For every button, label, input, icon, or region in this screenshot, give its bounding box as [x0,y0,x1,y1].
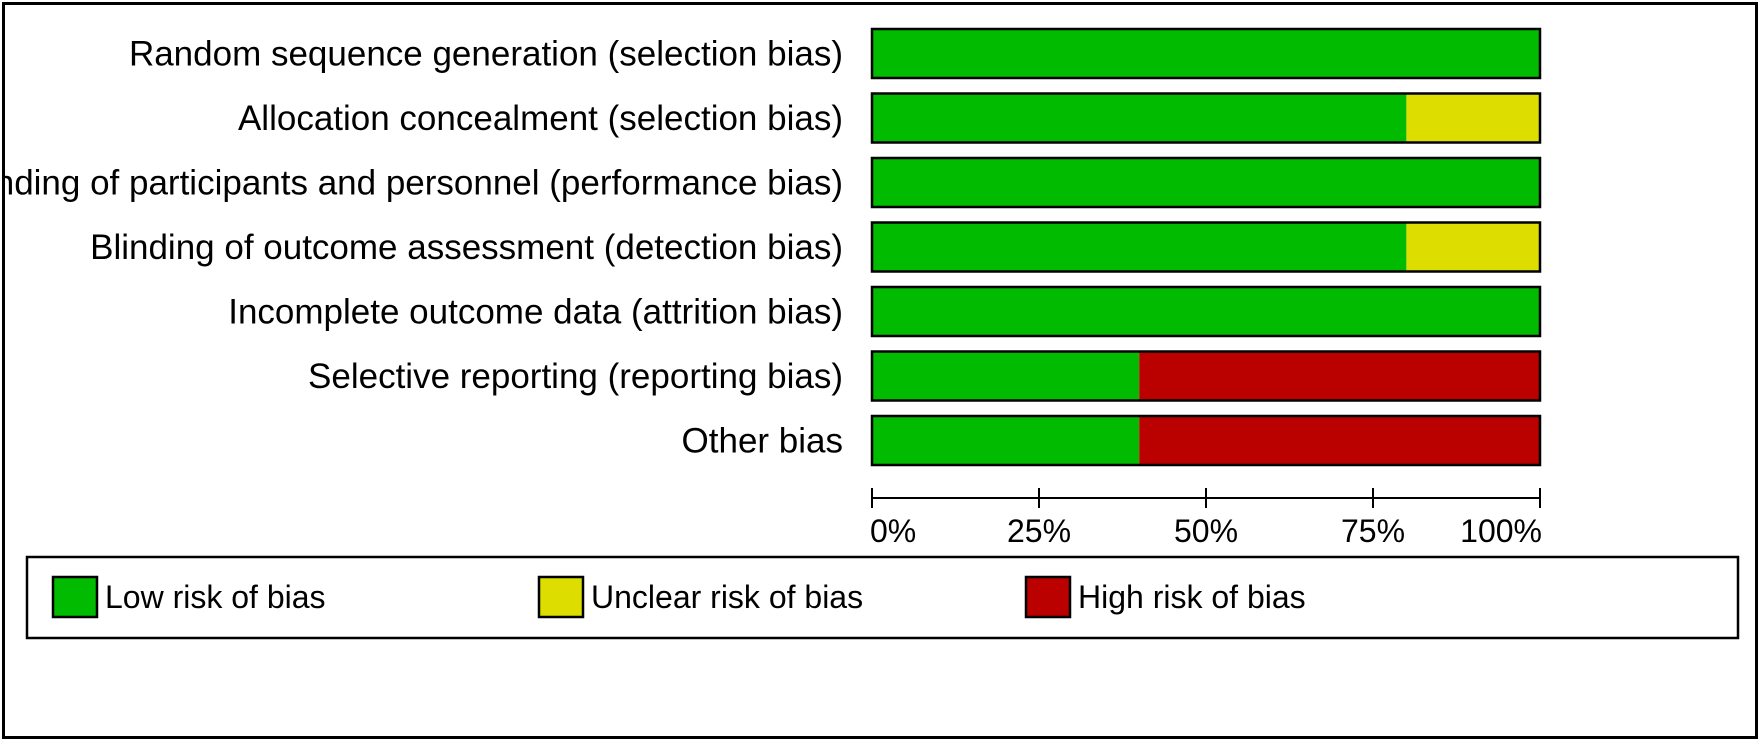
legend-swatch [537,575,585,619]
x-tick-label: 25% [1007,513,1071,549]
bar-outline [870,414,1542,467]
bar-segment [1406,222,1540,272]
bar-segment [872,351,1140,401]
bar-outline [870,92,1542,144]
category-label: Random sequence generation (selection bi… [129,35,843,74]
x-tick-label: 75% [1341,513,1405,549]
legend-label: High risk of bias [1078,579,1306,615]
bar-segment [872,222,1407,272]
legend-box [25,555,1740,640]
x-tick-label: 50% [1174,513,1238,549]
category-labels: Random sequence generation (selection bi… [0,35,843,461]
bar-outline [870,350,1542,402]
legend: Low risk of bias Unclear risk of bias High… [25,555,1740,640]
x-tick-label: 0% [870,513,916,549]
legend-swatch [51,575,99,619]
bar-segment [872,158,1540,207]
bar-segment [1406,93,1540,143]
legend-label: Unclear risk of bias [591,579,863,615]
category-label: Other bias [682,422,843,461]
bar-segment [872,287,1540,336]
bar-outline [870,285,1542,338]
bar-segment [872,93,1407,143]
x-axis: 0% 25% 50% 75% 100% [870,488,1542,549]
category-label: Blinding of participants and personnel (… [5,164,843,203]
category-label: Allocation concealment (selection bias) [238,99,843,138]
category-label: Selective reporting (reporting bias) [308,357,843,396]
bar-segment [872,416,1140,465]
bar-outline [870,156,1542,209]
bar-segment [1139,351,1540,401]
bar-segment [1139,416,1540,465]
bar-outline [870,221,1542,273]
bars [870,27,1542,467]
x-tick-label: 100% [1460,513,1542,549]
category-label: Blinding of outcome assessment (detectio… [90,228,843,267]
bar-segment [872,29,1540,78]
legend-swatch [1024,575,1072,619]
category-label: Incomplete outcome data (attrition bias) [228,293,843,332]
bar-outline [870,27,1542,80]
risk-of-bias-chart: Random sequence generation (selection bi… [0,27,1740,640]
legend-label: Low risk of bias [105,579,326,615]
